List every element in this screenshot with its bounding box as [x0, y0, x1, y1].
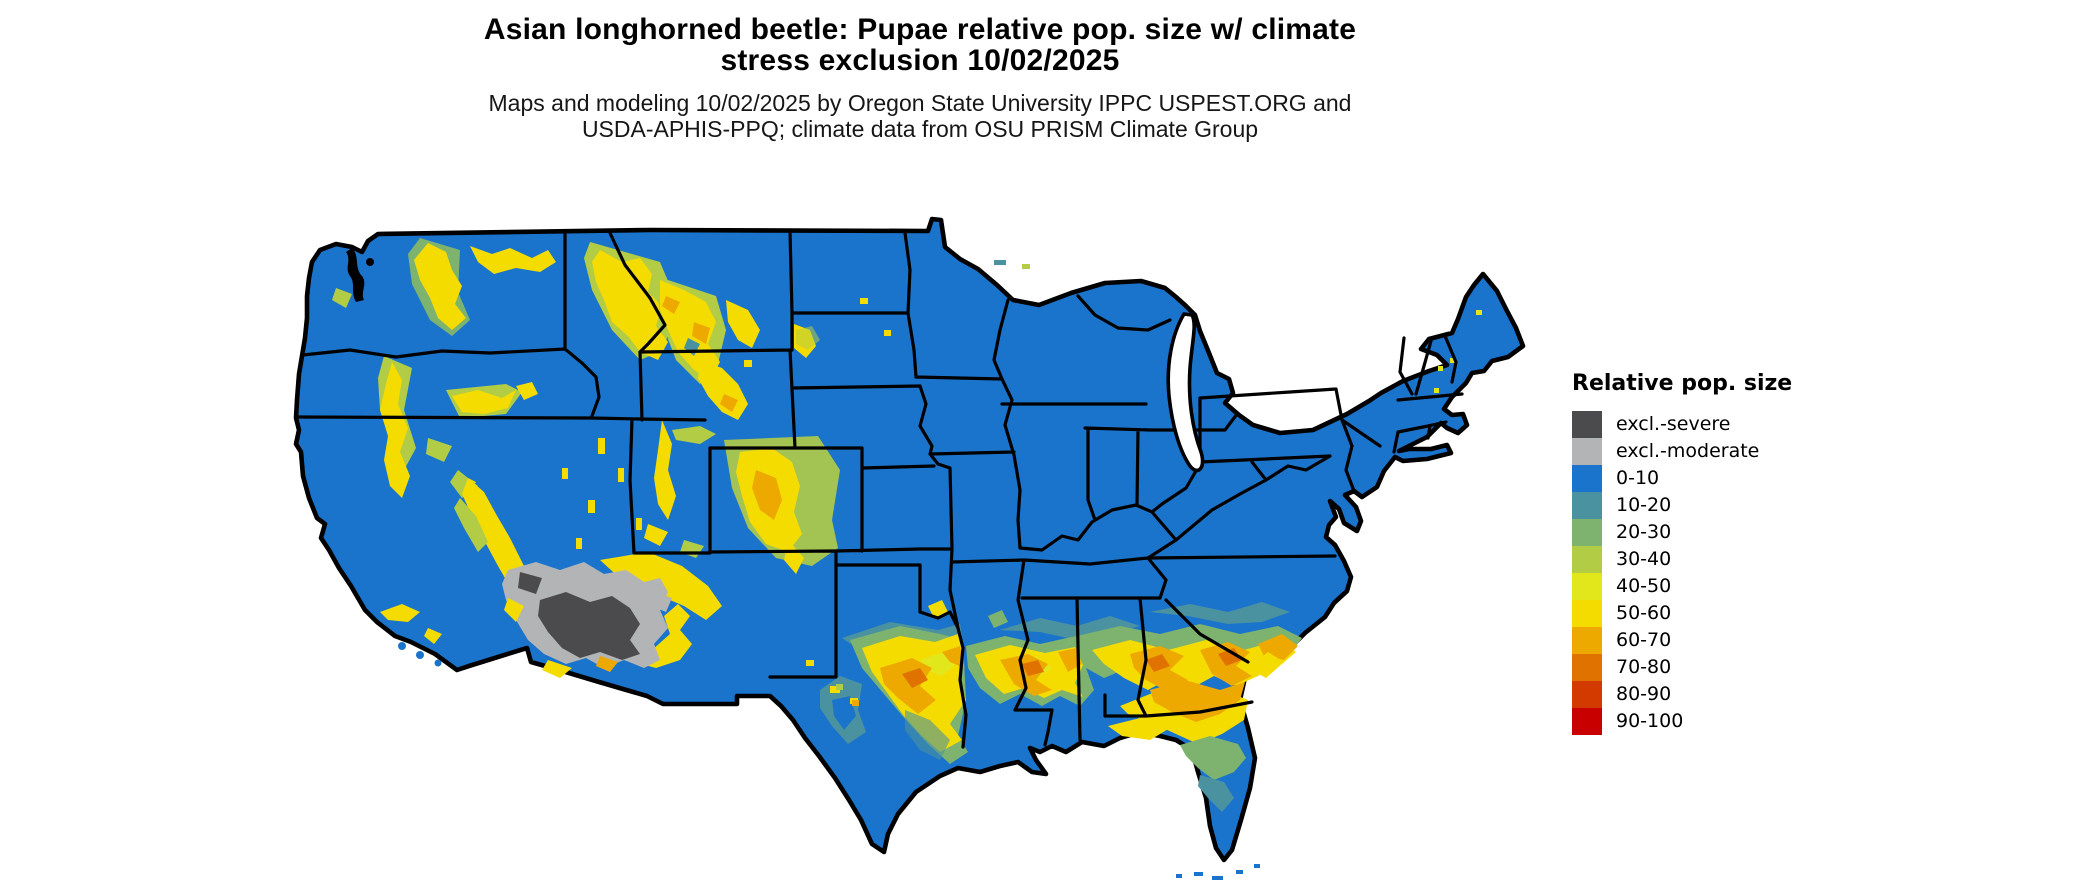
legend-item: 0-10 [1572, 465, 1792, 492]
legend-items: excl.-severe excl.-moderate 0-10 10-20 20-30… [1572, 411, 1792, 735]
legend-swatch [1572, 492, 1602, 519]
legend-swatch [1572, 627, 1602, 654]
raster-gulf-band [820, 600, 1302, 812]
legend-label: 0-10 [1616, 467, 1660, 489]
legend-label: 10-20 [1616, 494, 1672, 516]
legend-item: 70-80 [1572, 654, 1792, 681]
legend-swatch [1572, 465, 1602, 492]
lake-michigan [1166, 312, 1205, 473]
legend-swatch [1572, 546, 1602, 573]
state-borders [294, 229, 1464, 749]
legend-label: 90-100 [1616, 710, 1684, 732]
legend-item: 40-50 [1572, 573, 1792, 600]
legend-item: 10-20 [1572, 492, 1792, 519]
legend-swatch [1572, 708, 1602, 735]
legend: Relative pop. size excl.-severe excl.-mod… [1572, 371, 1792, 735]
legend-label: 80-90 [1616, 683, 1672, 705]
legend-swatch [1572, 681, 1602, 708]
legend-swatch [1572, 600, 1602, 627]
raster-west [332, 238, 840, 644]
subtitle-line-1: Maps and modeling 10/02/2025 by Oregon S… [488, 90, 1352, 116]
florida-keys [1176, 864, 1260, 880]
subtitle-line-2: USDA-APHIS-PPQ; climate data from OSU PR… [581, 116, 1259, 142]
raster-specks [562, 260, 1482, 706]
legend-label: 60-70 [1616, 629, 1672, 651]
legend-label: 30-40 [1616, 548, 1672, 570]
raster-arizona-exclusion [502, 552, 722, 678]
legend-label: excl.-severe [1616, 413, 1731, 435]
legend-swatch [1572, 519, 1602, 546]
legend-label: excl.-moderate [1616, 440, 1760, 462]
title-line-1: Asian longhorned beetle: Pupae relative … [483, 13, 1357, 46]
legend-swatch [1572, 411, 1602, 438]
legend-item: 20-30 [1572, 519, 1792, 546]
legend-label: 40-50 [1616, 575, 1672, 597]
page-title: Asian longhorned beetle: Pupae relative … [230, 14, 1610, 76]
legend-item: 30-40 [1572, 546, 1792, 573]
legend-item: excl.-severe [1572, 411, 1792, 438]
legend-item: excl.-moderate [1572, 438, 1792, 465]
legend-item: 50-60 [1572, 600, 1792, 627]
page-subtitle: Maps and modeling 10/02/2025 by Oregon S… [230, 90, 1610, 142]
legend-swatch [1572, 654, 1602, 681]
legend-title: Relative pop. size [1572, 371, 1793, 396]
channel-islands [398, 642, 442, 667]
legend-item: 90-100 [1572, 708, 1792, 735]
legend-item: 80-90 [1572, 681, 1792, 708]
legend-label: 20-30 [1616, 521, 1672, 543]
title-line-2: stress exclusion 10/02/2025 [720, 44, 1120, 77]
puget-island [366, 258, 374, 266]
header: Asian longhorned beetle: Pupae relative … [230, 14, 1610, 142]
legend-item: 60-70 [1572, 627, 1792, 654]
legend-label: 50-60 [1616, 602, 1672, 624]
legend-swatch [1572, 438, 1602, 465]
legend-label: 70-80 [1616, 656, 1672, 678]
puget-sound [346, 248, 365, 302]
legend-swatch [1572, 573, 1602, 600]
